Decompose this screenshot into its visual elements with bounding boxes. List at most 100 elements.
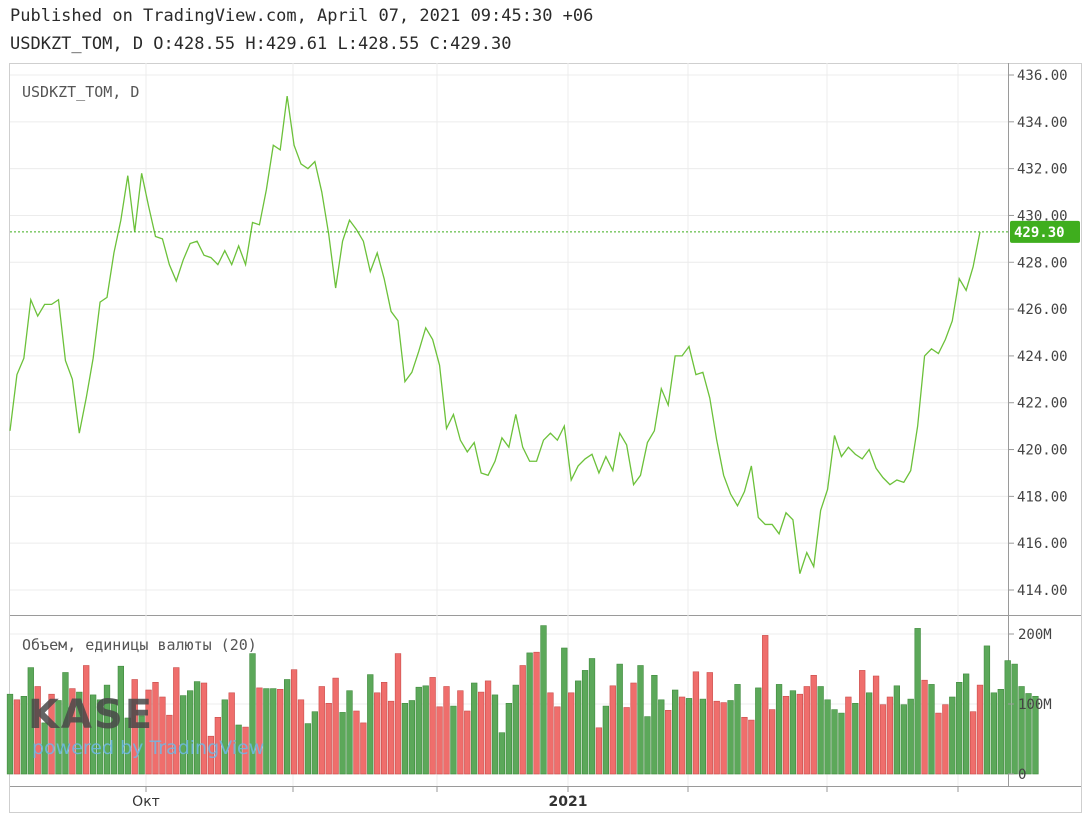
volume-bar xyxy=(609,685,616,775)
volume-bar xyxy=(831,709,838,775)
volume-bar xyxy=(692,671,700,775)
volume-bar xyxy=(214,716,222,775)
volume-bar xyxy=(443,686,450,775)
volume-bar xyxy=(69,688,76,775)
volume-bar xyxy=(969,711,977,775)
volume-tick-label: 200M xyxy=(1018,627,1052,643)
volume-bar xyxy=(422,685,429,775)
volume-bar xyxy=(706,672,713,775)
volume-bar xyxy=(720,702,727,775)
volume-bar xyxy=(852,702,859,775)
volume-bar xyxy=(574,680,582,775)
volume-bar xyxy=(699,698,707,775)
volume-bar xyxy=(921,679,928,775)
volume-bar xyxy=(658,699,665,775)
volume-bar xyxy=(949,696,956,775)
volume-bar xyxy=(83,665,90,775)
price-line xyxy=(9,95,981,574)
volume-bar xyxy=(734,684,741,775)
volume-bar xyxy=(34,686,41,775)
volume-bar xyxy=(838,712,845,775)
volume-bar xyxy=(928,684,935,775)
volume-bar xyxy=(748,719,755,775)
symbol-label: USDKZT_TOM, D xyxy=(22,83,139,101)
volume-bar xyxy=(235,724,242,775)
volume-bar xyxy=(796,693,804,775)
volume-bar xyxy=(242,726,249,775)
volume-bar xyxy=(332,677,339,775)
volume-bar xyxy=(678,696,686,775)
volume-bar xyxy=(152,681,159,775)
volume-bar xyxy=(387,700,395,775)
volume-bar xyxy=(207,735,215,775)
volume-bar xyxy=(976,684,984,775)
volume-bar xyxy=(325,702,332,775)
volume-bar xyxy=(311,711,318,775)
volume-bar xyxy=(450,705,457,775)
volume-bar xyxy=(193,681,201,775)
volume-bar xyxy=(394,653,402,775)
powered-by-tradingview: powered by TradingView xyxy=(32,737,264,759)
volume-bar xyxy=(893,685,901,775)
volume-tick-label: 0 xyxy=(1018,767,1026,783)
volume-bar xyxy=(290,669,298,775)
volume-bar xyxy=(741,716,748,775)
volume-bar xyxy=(505,702,512,775)
volume-bar xyxy=(568,692,575,775)
volume-bar xyxy=(1004,660,1011,775)
volume-bar xyxy=(6,693,14,775)
kase-logo-text: KASE xyxy=(28,692,154,738)
volume-bar xyxy=(616,663,623,775)
price-tick-label: 436.00 xyxy=(1017,68,1068,84)
volume-bar xyxy=(200,682,208,775)
volume-bar xyxy=(339,712,346,775)
volume-bar xyxy=(429,677,436,775)
volume-bar xyxy=(810,674,817,775)
volume-bar xyxy=(581,670,589,775)
ohlc-readout: USDKZT_TOM, D O:428.55 H:429.61 L:428.55… xyxy=(10,34,512,54)
volume-bar xyxy=(498,732,506,775)
volume-bar xyxy=(117,665,124,775)
price-tick-label: 416.00 xyxy=(1017,536,1068,552)
volume-bar xyxy=(297,699,305,775)
price-tick-label: 420.00 xyxy=(1017,443,1068,459)
volume-bar xyxy=(346,690,353,775)
volume-bar xyxy=(477,691,485,775)
volume-bar xyxy=(775,684,783,775)
volume-bar xyxy=(374,692,381,775)
price-tick-label: 434.00 xyxy=(1017,115,1068,131)
price-tick-label: 432.00 xyxy=(1017,162,1068,178)
volume-bar xyxy=(907,698,914,775)
volume-bar xyxy=(644,716,651,775)
volume-bar xyxy=(415,686,422,775)
volume-bar xyxy=(159,696,166,775)
volume-bar xyxy=(554,706,561,775)
volume-bar xyxy=(263,688,270,775)
volume-bar xyxy=(956,681,963,775)
volume-bar xyxy=(491,694,499,775)
volume-bar xyxy=(110,699,118,775)
price-tick-label: 426.00 xyxy=(1017,302,1068,318)
price-tick-label: 418.00 xyxy=(1017,489,1068,505)
volume-bar xyxy=(471,682,478,775)
volume-bar xyxy=(519,665,526,775)
volume-label: Объем, единицы валюты (20) xyxy=(22,636,257,654)
volume-bar xyxy=(318,686,325,775)
price-tick-label: 424.00 xyxy=(1017,349,1068,365)
volume-bar xyxy=(533,651,540,775)
volume-bar xyxy=(886,696,894,775)
volume-bar xyxy=(914,628,921,775)
volume-bar xyxy=(173,667,180,775)
volume-bar xyxy=(512,684,519,775)
volume-bar xyxy=(124,717,131,775)
volume-bar xyxy=(983,645,991,775)
published-caption: Published on TradingView.com, April 07, … xyxy=(10,6,594,26)
volume-bar xyxy=(845,696,852,775)
volume-bar xyxy=(13,699,21,775)
volume-bar xyxy=(997,688,1004,775)
volume-bar xyxy=(768,709,776,775)
volume-bar xyxy=(367,674,374,775)
volume-bar xyxy=(1032,695,1039,775)
chart-frame xyxy=(9,63,1082,813)
